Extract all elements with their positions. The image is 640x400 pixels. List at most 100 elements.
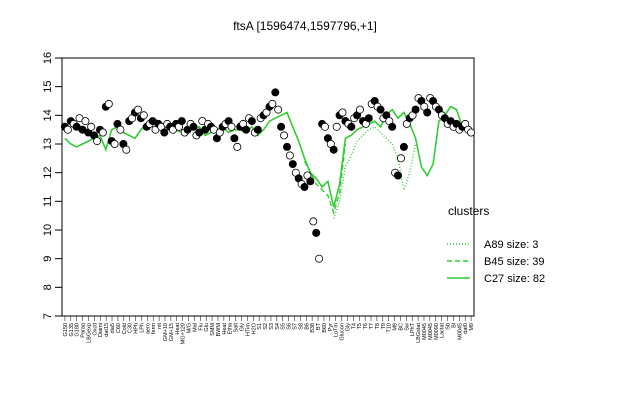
- x-tick-label: dia5: [110, 323, 116, 333]
- data-point: [312, 228, 321, 237]
- data-point: [110, 139, 119, 148]
- y-tick-label: 13: [42, 138, 54, 150]
- y-tick-label: 9: [42, 256, 54, 262]
- data-point: [364, 114, 373, 123]
- x-tick-label: S1: [257, 323, 263, 330]
- legend-title: clusters: [448, 204, 489, 218]
- x-tick-label: Heat: [222, 323, 228, 335]
- data-point: [280, 131, 289, 140]
- data-point: [271, 88, 280, 97]
- x-tick-label: T4: [351, 323, 357, 329]
- x-tick-label: BC: [398, 323, 404, 331]
- x-tick-label: Paraq: [81, 323, 87, 338]
- x-tick-label: S6: [287, 323, 293, 330]
- data-point: [274, 105, 283, 114]
- legend-label: A89 size: 3: [484, 239, 538, 251]
- data-point: [376, 105, 385, 114]
- legend: clusters A89 size: 3 B45 size: 39 C27 size…: [447, 204, 545, 285]
- x-tick-label: HTim: [245, 323, 251, 336]
- data-point: [87, 122, 96, 131]
- x-tick-label: Diami: [98, 323, 104, 337]
- data-point: [230, 134, 239, 143]
- data-point: [388, 122, 397, 131]
- data-point: [300, 182, 309, 191]
- series-layer: [64, 105, 464, 219]
- x-tick-label: LBGstat: [416, 323, 422, 343]
- x-tick-label: Pyr: [328, 323, 334, 331]
- data-point: [315, 254, 324, 263]
- data-point: [288, 160, 297, 169]
- y-tick-label: 7: [42, 313, 54, 319]
- data-point: [242, 125, 251, 134]
- data-point: [329, 145, 338, 154]
- data-point: [133, 105, 142, 114]
- x-tick-label: Etha: [228, 322, 234, 334]
- y-tick-label: 16: [42, 52, 54, 64]
- y-tick-label: 14: [42, 109, 54, 121]
- x-tick-label: S7: [292, 323, 298, 330]
- x-tick-label: GM+15: [169, 323, 175, 341]
- x-tick-label: C60: [116, 323, 122, 333]
- x-tick-label: Glu: [204, 323, 210, 332]
- x-tick-label: G135: [69, 323, 75, 336]
- x-tick-label: BWM: [216, 323, 222, 337]
- x-tick-label: Heat: [175, 323, 181, 335]
- x-tick-label: nit: [157, 323, 163, 329]
- data-point: [309, 217, 318, 226]
- x-tick-label: Gly: [240, 323, 246, 332]
- data-point: [306, 177, 315, 186]
- data-point: [277, 122, 286, 131]
- x-tick-label: T9: [381, 323, 387, 329]
- x-tick-label: LPh: [139, 323, 145, 333]
- series-line-dotted: [333, 125, 417, 219]
- x-tick-label: T8: [375, 323, 381, 329]
- x-tick-label: Salt: [234, 323, 240, 333]
- data-point: [347, 122, 356, 131]
- y-axis: 7 8 9 10 11 12 13 14 15 16: [42, 52, 63, 319]
- x-tick-label: B38: [310, 323, 316, 333]
- x-axis: G150 G135 G180 Paraq LBGexp Oxctl Diami dat15 di…: [63, 316, 475, 344]
- data-point: [467, 128, 476, 137]
- x-tick-label: Sw: [404, 323, 410, 331]
- x-tick-label: M/G: [187, 323, 193, 333]
- data-point: [355, 105, 364, 114]
- y-tick-label: 12: [42, 167, 54, 179]
- data-point: [393, 171, 402, 180]
- x-tick-label: C30: [128, 323, 134, 333]
- series-line-solid: [64, 105, 464, 208]
- plot-frame: [61, 57, 475, 317]
- x-tick-label: M0045: [428, 323, 434, 340]
- x-tick-label: M9: [469, 323, 475, 331]
- data-point: [63, 125, 72, 134]
- x-tick-label: Lactat: [440, 323, 446, 338]
- x-tick-label: dat15: [104, 323, 110, 337]
- x-tick-label: LBGexp: [86, 323, 92, 343]
- x-tick-label: S4: [275, 323, 281, 330]
- x-tick-label: T7: [369, 323, 375, 329]
- data-point: [247, 117, 256, 126]
- x-tick-label: M0045: [422, 323, 428, 340]
- x-tick-label: HPh: [134, 323, 140, 334]
- data-point: [253, 125, 262, 134]
- x-tick-label: Oxctl: [92, 323, 98, 336]
- x-tick-label: Gly: [345, 323, 351, 332]
- data-point: [411, 105, 420, 114]
- data-point: [396, 154, 405, 163]
- data-point: [338, 108, 347, 117]
- data-point: [233, 142, 242, 151]
- x-tick-label: M0045: [457, 323, 463, 340]
- x-tick-label: G180: [75, 323, 81, 336]
- x-tick-label: T5: [357, 323, 363, 329]
- chart-title: ftsA [1596474,1597796,+1]: [233, 19, 377, 33]
- data-point: [282, 142, 291, 151]
- data-point: [104, 99, 113, 108]
- points-layer: [60, 88, 476, 263]
- x-tick-label: B60: [322, 323, 328, 333]
- data-point: [285, 151, 294, 160]
- x-tick-label: dat0: [463, 323, 469, 334]
- x-tick-label: S5: [281, 323, 287, 330]
- y-tick-label: 10: [42, 224, 54, 236]
- legend-label: C27 size: 82: [484, 273, 545, 285]
